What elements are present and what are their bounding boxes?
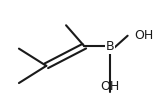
Text: OH: OH <box>100 80 120 93</box>
Text: B: B <box>106 40 114 53</box>
Text: OH: OH <box>134 29 154 42</box>
